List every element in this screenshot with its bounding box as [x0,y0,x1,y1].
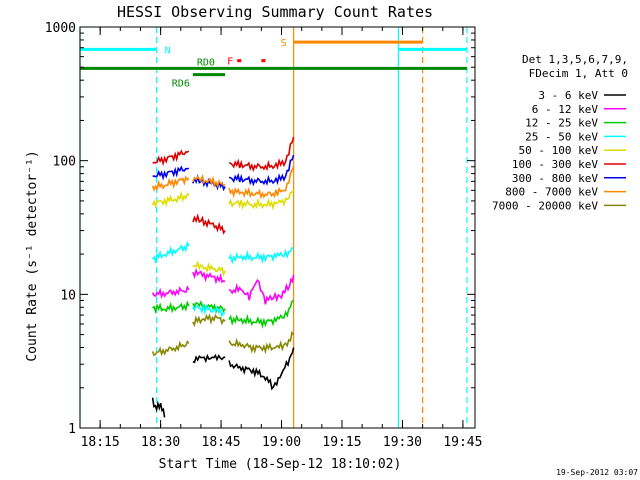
series-line [151,240,190,265]
legend-label: 300 - 800 keV [512,172,598,185]
series-line [192,173,226,189]
legend-label: 3 - 6 keV [538,89,598,102]
legend-label: 12 - 25 keV [525,117,598,130]
flag-label: F [227,57,233,68]
legend-label: 50 - 100 keV [519,144,599,157]
series-line [192,260,226,277]
x-tick-label: 18:15 [81,435,120,450]
series-line [192,267,226,285]
legend-header: FDecim 1, Att 0 [529,67,628,80]
plot-frame [79,26,476,429]
series-line [152,300,190,315]
legend-label: 7000 - 20000 keV [492,199,598,212]
x-tick-label: 18:30 [141,435,180,450]
series-line [192,174,226,192]
series-group [151,136,295,418]
series-line [228,330,295,355]
series-line [152,165,190,181]
legend-header: Det 1,3,5,6,7,9, [522,53,628,66]
legend-label: 6 - 12 keV [532,103,599,116]
x-tick-label: 18:45 [202,435,241,450]
series-line [228,347,295,391]
legend-label: 100 - 300 keV [512,158,598,171]
timestamp: 19-Sep-2012 03:07 [556,468,638,477]
legend-label: 800 - 7000 keV [505,186,598,199]
series-line [151,285,190,300]
series-line [192,353,226,364]
series-line [151,397,166,418]
flag-label: RD0 [197,57,215,68]
flag-label: S [281,38,287,49]
y-axis-label: Count Rate (s⁻¹ detector⁻¹) [25,150,40,361]
series-line [228,166,295,200]
series-line [228,299,295,329]
plot-lines-group [79,27,468,428]
flag-bars-group: N S F RD0 RD6 [80,38,467,90]
series-line [152,149,190,167]
flag-label: RD6 [172,79,190,90]
series-line [228,246,294,265]
y-tick-label: 1 [68,422,76,437]
series-line [228,274,295,305]
legend-label: 25 - 50 keV [525,130,598,143]
series-line [151,190,190,209]
series-line [192,313,226,328]
series-line [228,189,295,211]
series-line [192,300,226,315]
series-line [192,302,226,318]
x-axis-label: Start Time (18-Sep-12 18:10:02) [159,457,402,472]
legend: Det 1,3,5,6,7,9,FDecim 1, Att 0 3 - 6 keV… [492,53,628,212]
x-tick-label: 19:00 [262,435,301,450]
series-line [228,136,295,173]
y-tick-label: 1000 [45,21,76,36]
chart-title: HESSI Observing Summary Count Rates [117,3,433,21]
flag-label: N [165,45,171,56]
series-line [151,340,190,357]
series-line [151,175,190,192]
axes-group: 1 10 100 1000 18:15 18:30 18:45 19:00 19:15 19:30… [45,21,483,450]
x-tick-label: 19:45 [443,435,482,450]
x-tick-label: 19:30 [383,435,422,450]
y-tick-label: 100 [53,155,76,170]
series-line [192,213,226,235]
x-tick-label: 19:15 [322,435,361,450]
series-line [228,154,295,187]
y-tick-label: 10 [60,288,76,303]
